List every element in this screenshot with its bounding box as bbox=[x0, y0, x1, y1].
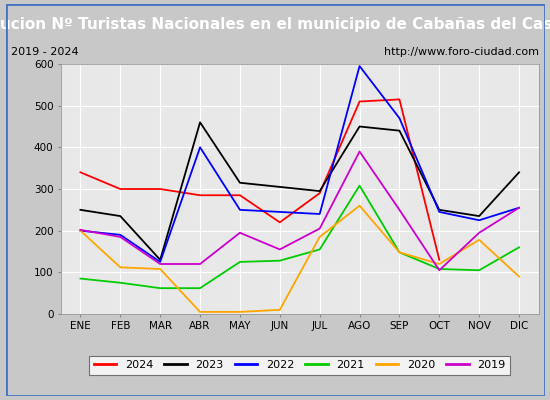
Text: Evolucion Nº Turistas Nacionales en el municipio de Cabañas del Castillo: Evolucion Nº Turistas Nacionales en el m… bbox=[0, 16, 550, 32]
Legend: 2024, 2023, 2022, 2021, 2020, 2019: 2024, 2023, 2022, 2021, 2020, 2019 bbox=[89, 356, 510, 375]
Text: 2019 - 2024: 2019 - 2024 bbox=[11, 47, 79, 57]
Text: http://www.foro-ciudad.com: http://www.foro-ciudad.com bbox=[384, 47, 539, 57]
